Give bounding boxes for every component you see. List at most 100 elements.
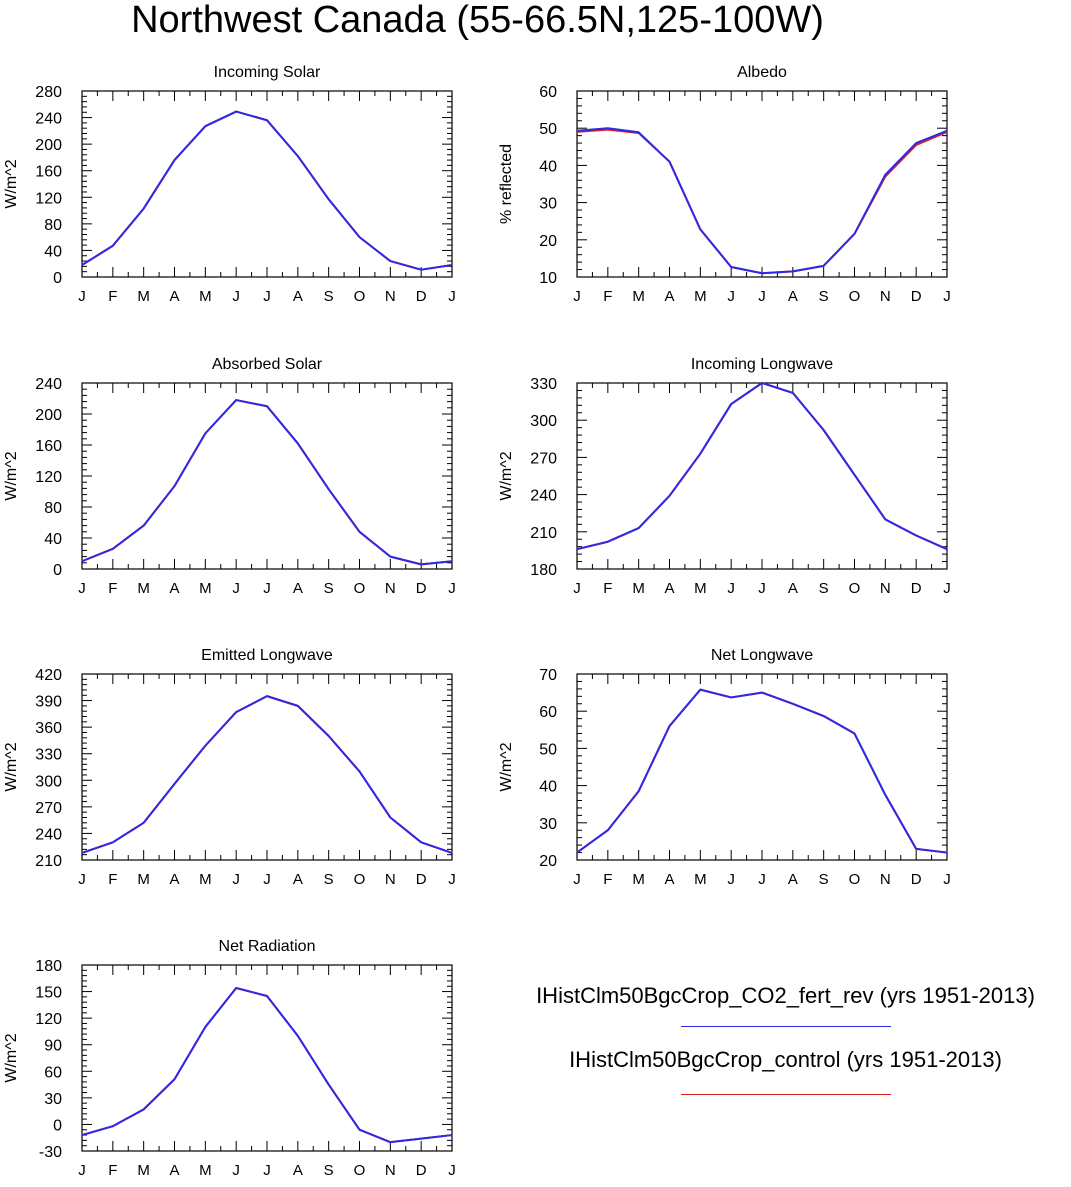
x-tick-label: F (108, 1162, 117, 1179)
x-tick-label: O (849, 871, 861, 888)
x-tick-label: M (632, 580, 645, 597)
y-axis-label-emitted-longwave: W/m^2 (3, 742, 20, 791)
plot-frame-net-longwave (576, 673, 948, 861)
plot-frame-incoming-solar (81, 90, 453, 278)
legend-label-co2-fert-rev: IHistClm50BgcCrop_CO2_fert_rev (yrs 1951… (536, 983, 1035, 1008)
y-axis-label-net-radiation: W/m^2 (3, 1033, 20, 1082)
x-tick-label: D (416, 580, 427, 597)
y-tick-label: 160 (35, 438, 62, 455)
y-tick-label: 360 (35, 720, 62, 737)
x-tick-label: S (324, 580, 334, 597)
x-tick-label: J (263, 871, 271, 888)
y-tick-label: 120 (35, 469, 62, 486)
x-tick-label: F (108, 288, 117, 305)
y-tick-label: 0 (53, 562, 62, 579)
y-axis-label-net-longwave: W/m^2 (498, 742, 515, 791)
y-tick-label: 60 (539, 704, 557, 721)
legend-line-co2-fert-rev (681, 1026, 891, 1027)
series-line-co2-fert-rev (81, 987, 453, 1144)
y-axis-label-albedo: % reflected (498, 144, 515, 224)
x-tick-label: J (232, 1162, 240, 1179)
chart-incoming-longwave: J F M A M J J A S O N D J 180 210 240 270 300 330 Incoming … (498, 356, 951, 597)
y-tick-label: 240 (35, 376, 62, 393)
y-tick-label: 30 (539, 816, 557, 833)
y-tick-label: 90 (44, 1038, 62, 1055)
x-tick-label: J (758, 871, 766, 888)
y-tick-label: 0 (53, 1117, 62, 1134)
panel-title-net-longwave: Net Longwave (711, 647, 813, 664)
y-tick-label: 240 (530, 488, 557, 505)
y-tick-label: 180 (530, 562, 557, 579)
x-tick-label: M (632, 871, 645, 888)
x-tick-label: S (324, 1162, 334, 1179)
x-tick-label: M (694, 288, 707, 305)
x-tick-label: J (232, 871, 240, 888)
y-tick-label: 40 (539, 158, 557, 175)
y-tick-label: 330 (35, 747, 62, 764)
x-tick-label: D (416, 871, 427, 888)
legend-line-control (681, 1094, 891, 1095)
x-tick-label: N (385, 580, 396, 597)
x-tick-label: A (788, 580, 798, 597)
series-line-control (81, 110, 453, 271)
series-line-control (81, 987, 453, 1144)
x-tick-label: N (880, 871, 891, 888)
chart-net-longwave: J F M A M J J A S O N D J 20 30 40 50 60 70 Net Longwave W/m… (498, 647, 951, 888)
panel-title-incoming-solar: Incoming Solar (214, 64, 321, 81)
x-tick-label: M (694, 580, 707, 597)
x-tick-label: J (263, 288, 271, 305)
x-tick-label: M (137, 871, 150, 888)
x-tick-label: A (293, 580, 303, 597)
chart-emitted-longwave: J F M A M J J A S O N D J 210 240 270 300 330 360 390 420 Emi… (3, 647, 456, 888)
x-tick-label: J (78, 580, 86, 597)
y-tick-label: 270 (35, 800, 62, 817)
x-tick-label: J (573, 871, 581, 888)
y-tick-label: 120 (35, 1011, 62, 1028)
chart-incoming-solar: J F M A M J J A S O N D J04080120160200240280Incomin… (3, 64, 456, 305)
x-tick-label: J (727, 580, 735, 597)
x-tick-label: J (727, 871, 735, 888)
y-tick-label: 200 (35, 407, 62, 424)
x-tick-label: J (448, 580, 456, 597)
panel-title-incoming-longwave: Incoming Longwave (691, 356, 833, 373)
y-tick-label: 240 (35, 826, 62, 843)
x-tick-label: J (573, 288, 581, 305)
x-tick-label: J (727, 288, 735, 305)
x-tick-label: D (416, 288, 427, 305)
series-line-control (81, 399, 453, 566)
series-line-co2-fert-rev (576, 688, 948, 854)
y-tick-label: 10 (539, 270, 557, 287)
y-tick-label: 300 (35, 773, 62, 790)
plot-frame-net-radiation (81, 964, 453, 1152)
y-tick-label: 160 (35, 164, 62, 181)
panel-title-absorbed-solar: Absorbed Solar (212, 356, 323, 373)
x-tick-label: S (819, 288, 829, 305)
y-tick-label: 20 (539, 233, 557, 250)
plot-frame-incoming-longwave (576, 382, 948, 570)
x-tick-label: J (573, 580, 581, 597)
series-line-co2-fert-rev (81, 695, 453, 854)
plot-frame-albedo (576, 90, 948, 278)
x-tick-label: N (385, 1162, 396, 1179)
x-tick-label: A (169, 1162, 179, 1179)
y-tick-label: 330 (530, 376, 557, 393)
x-tick-label: M (137, 580, 150, 597)
x-tick-label: A (169, 288, 179, 305)
series-line-control (576, 688, 948, 854)
x-tick-label: F (108, 871, 117, 888)
x-tick-label: S (819, 580, 829, 597)
y-tick-label: 30 (539, 196, 557, 213)
x-tick-label: A (169, 871, 179, 888)
x-tick-label: J (263, 580, 271, 597)
panel-title-net-radiation: Net Radiation (219, 938, 316, 955)
x-tick-label: A (169, 580, 179, 597)
y-tick-label: 210 (530, 525, 557, 542)
panel-title-emitted-longwave: Emitted Longwave (201, 647, 333, 664)
y-tick-label: 40 (44, 243, 62, 260)
y-tick-label: 120 (35, 190, 62, 207)
y-tick-label: 40 (539, 779, 557, 796)
series-line-control (576, 128, 948, 275)
y-tick-label: 20 (539, 853, 557, 870)
